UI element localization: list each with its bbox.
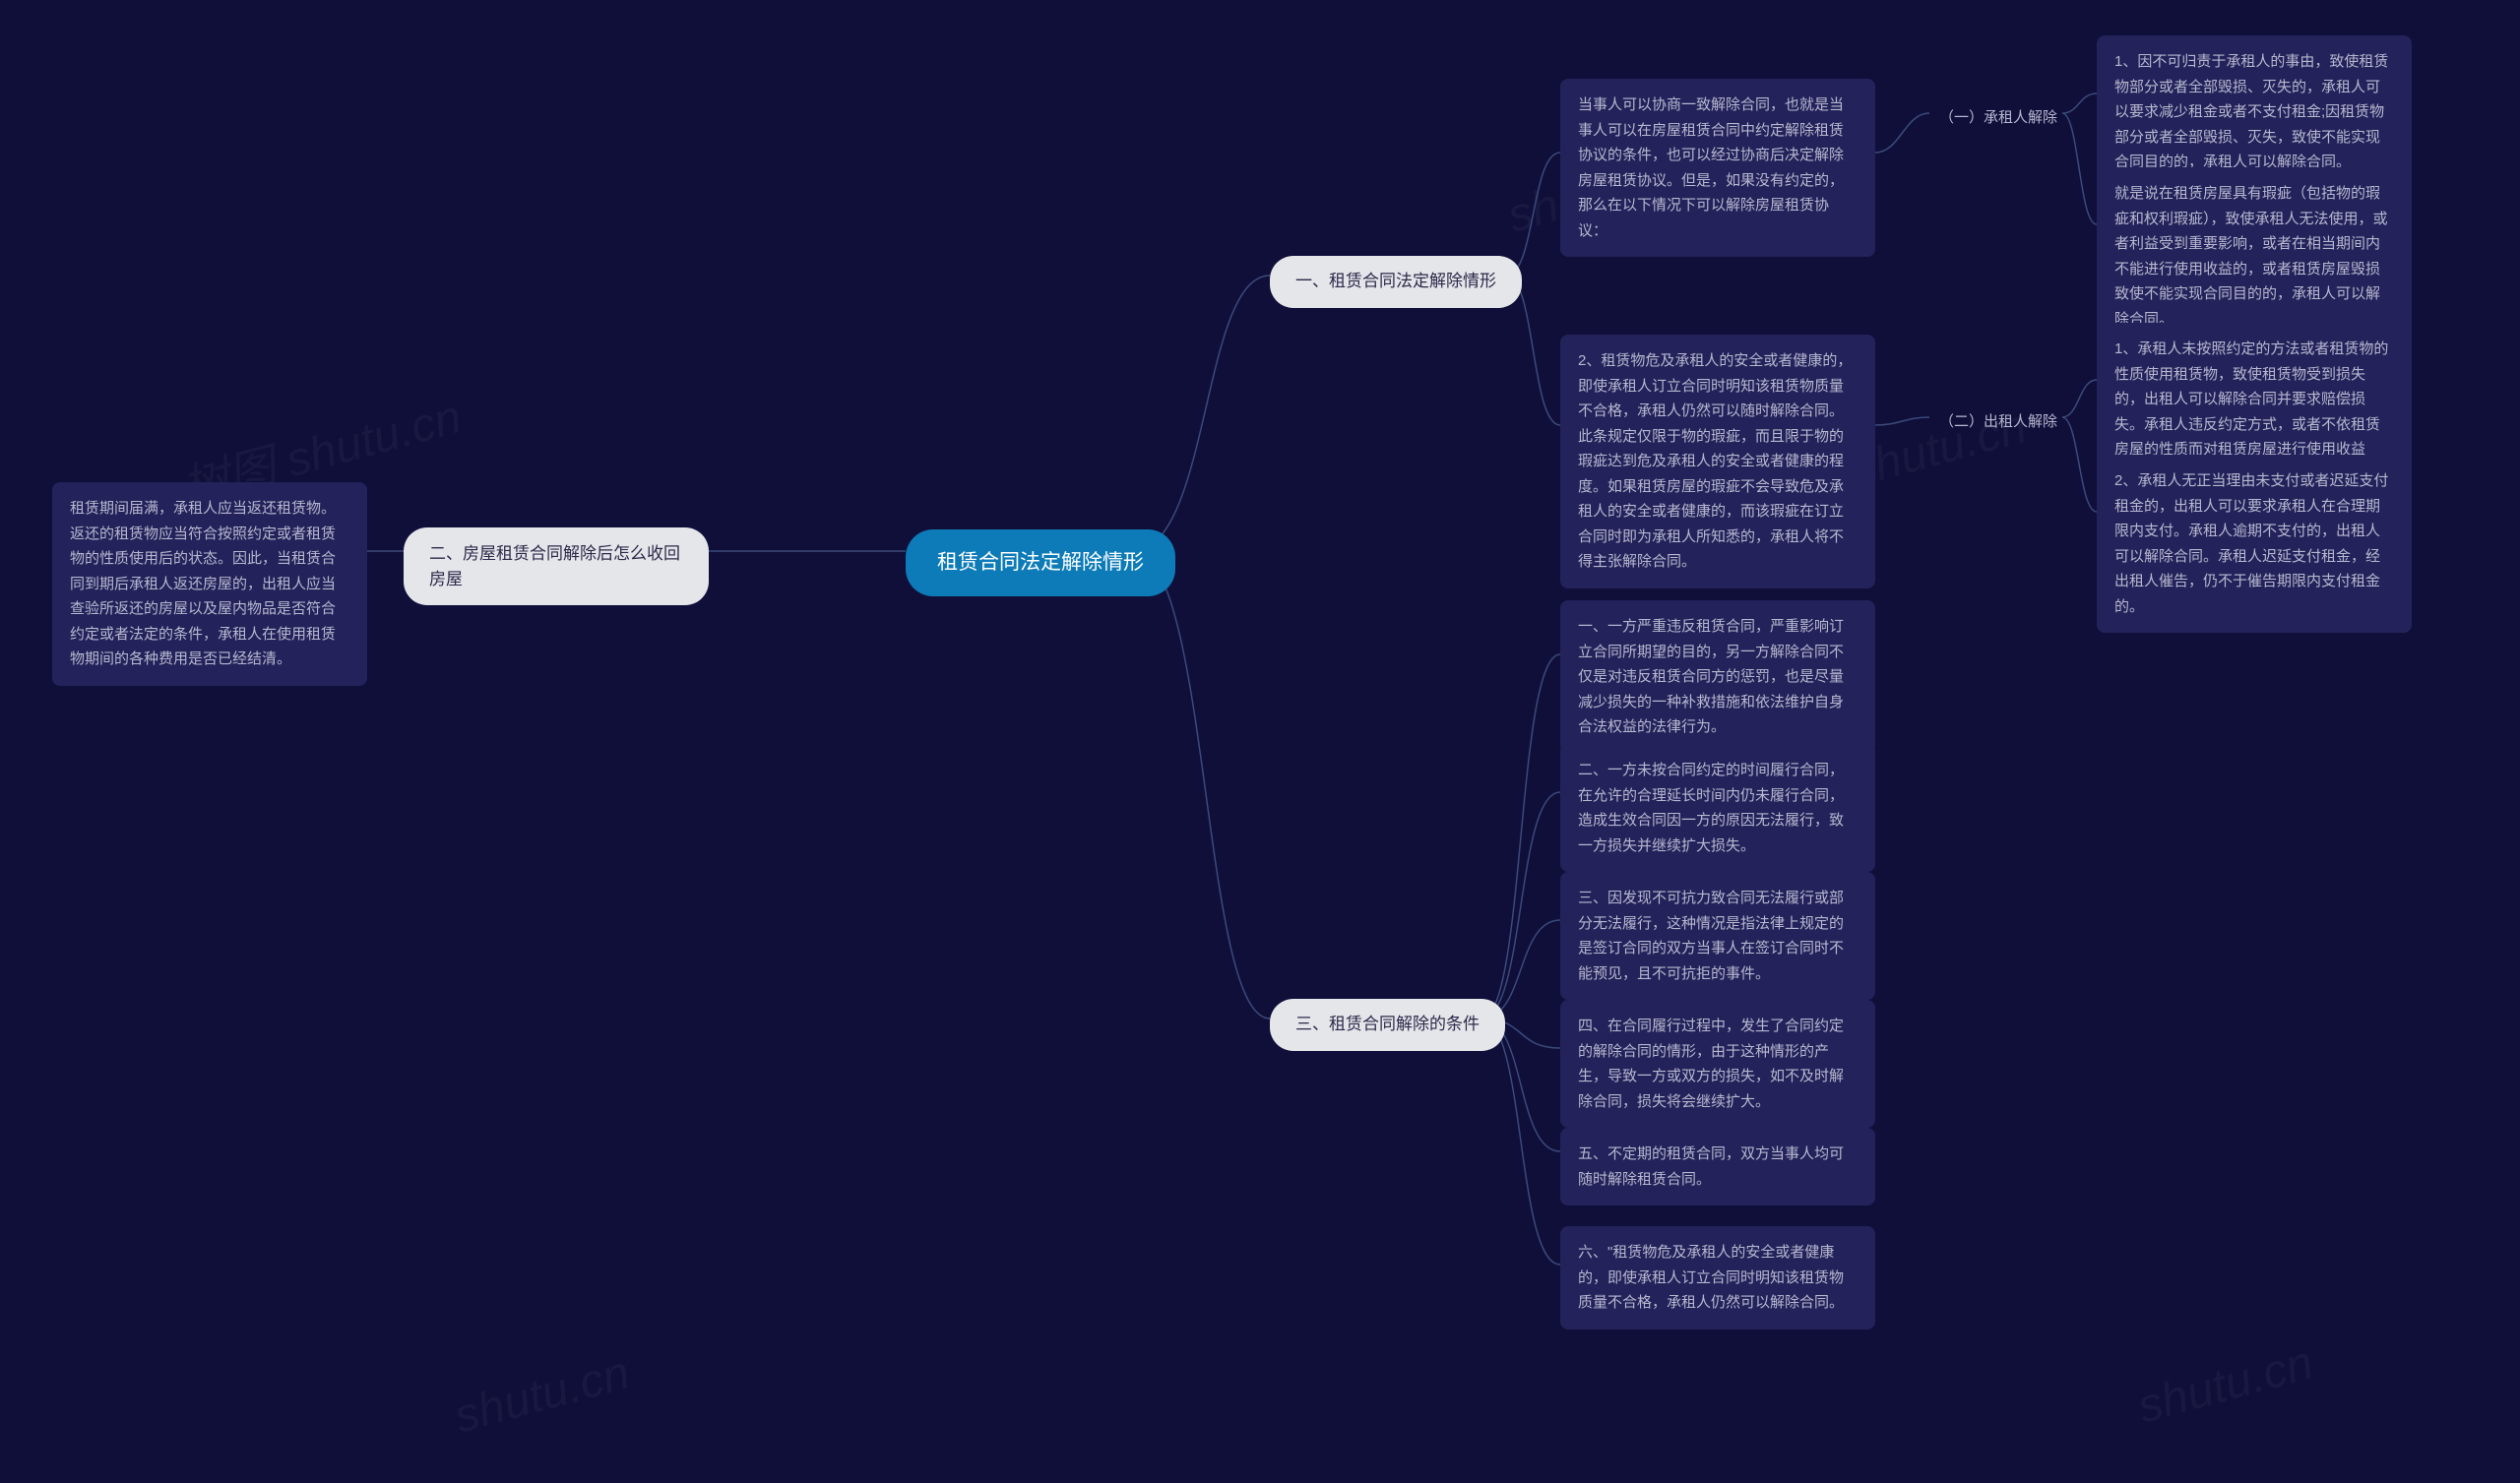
branch-3-leaf-4[interactable]: 四、在合同履行过程中，发生了合同约定的解除合同的情形，由于这种情形的产生，导致一… <box>1560 1000 1875 1128</box>
watermark: shutu.cn <box>2132 1335 2319 1434</box>
branch-1-leaf-2-2[interactable]: 2、承租人无正当理由未支付或者迟延支付租金的，出租人可以要求承租人在合理期限内支… <box>2097 455 2412 633</box>
branch-1-label-1: （一）承租人解除 <box>1929 99 2067 137</box>
branch-3[interactable]: 三、租赁合同解除的条件 <box>1270 999 1505 1051</box>
branch-1-leaf-1-2[interactable]: 就是说在租赁房屋具有瑕疵（包括物的瑕疵和权利瑕疵），致使承租人无法使用，或者利益… <box>2097 167 2412 345</box>
branch-3-leaf-3[interactable]: 三、因发现不可抗力致合同无法履行或部分无法履行，这种情况是指法律上规定的是签订合… <box>1560 872 1875 1000</box>
branch-2[interactable]: 二、房屋租赁合同解除后怎么收回房屋 <box>404 527 709 605</box>
branch-3-leaf-5[interactable]: 五、不定期的租赁合同，双方当事人均可随时解除租赁合同。 <box>1560 1128 1875 1205</box>
branch-1-child-2[interactable]: 2、租赁物危及承租人的安全或者健康的，即使承租人订立合同时明知该租赁物质量不合格… <box>1560 335 1875 588</box>
branch-3-leaf-1[interactable]: 一、一方严重违反租赁合同，严重影响订立合同所期望的目的，另一方解除合同不仅是对违… <box>1560 600 1875 754</box>
branch-1[interactable]: 一、租赁合同法定解除情形 <box>1270 256 1522 308</box>
branch-1-leaf-1-1[interactable]: 1、因不可归责于承租人的事由，致使租赁物部分或者全部毁损、灭失的，承租人可以要求… <box>2097 35 2412 189</box>
watermark: shutu.cn <box>449 1345 636 1444</box>
branch-1-child-1[interactable]: 当事人可以协商一致解除合同，也就是当事人可以在房屋租赁合同中约定解除租赁协议的条… <box>1560 79 1875 257</box>
branch-3-leaf-2[interactable]: 二、一方未按合同约定的时间履行合同，在允许的合理延长时间内仍未履行合同，造成生效… <box>1560 744 1875 872</box>
branch-3-leaf-6[interactable]: 六、"租赁物危及承租人的安全或者健康的，即使承租人订立合同时明知该租赁物质量不合… <box>1560 1226 1875 1329</box>
branch-1-label-2: （二）出租人解除 <box>1929 403 2067 441</box>
branch-2-leaf[interactable]: 租赁期间届满，承租人应当返还租赁物。返还的租赁物应当符合按照约定或者租赁物的性质… <box>52 482 367 686</box>
center-node[interactable]: 租赁合同法定解除情形 <box>906 529 1175 596</box>
